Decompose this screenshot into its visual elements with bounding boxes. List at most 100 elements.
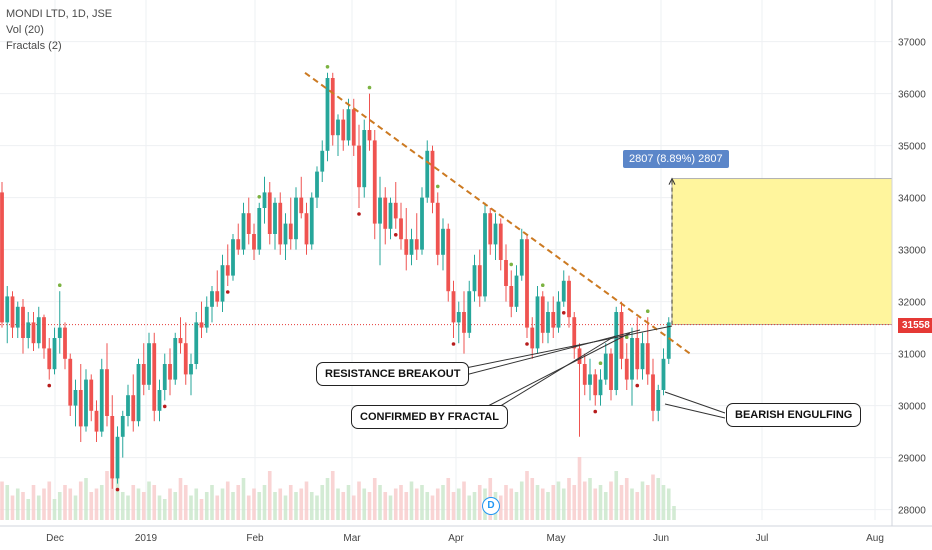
fractal-up-marker <box>57 283 62 288</box>
candle-body <box>483 213 487 297</box>
fractal-up-marker <box>598 361 603 366</box>
volume-bar <box>73 495 78 520</box>
candle-body <box>430 150 435 203</box>
y-tick-label: 32000 <box>898 298 926 309</box>
volume-bar <box>42 488 46 520</box>
candle-body <box>425 150 430 198</box>
volume-bar <box>126 495 130 520</box>
fractal-up-marker <box>509 262 514 267</box>
candle-body <box>540 296 545 333</box>
y-tick-label: 29000 <box>898 454 926 465</box>
candle-body <box>325 78 330 151</box>
dividend-event-badge[interactable]: D <box>482 497 500 515</box>
annotation-bearish-engulfing[interactable]: BEARISH ENGULFING <box>726 403 862 427</box>
candle-body <box>89 379 94 411</box>
symbol-title[interactable]: MONDI LTD, 1D, JSE <box>6 8 113 20</box>
annotation-resistance-breakout[interactable]: RESISTANCE BREAKOUT <box>316 362 470 386</box>
volume-indicator-label[interactable]: Vol (20) <box>6 24 44 36</box>
candle-body <box>451 291 456 323</box>
candle-body <box>572 317 577 349</box>
volume-bar <box>651 474 655 520</box>
candle-body <box>588 374 592 385</box>
volume-bar <box>309 492 314 520</box>
volume-bar <box>204 492 209 520</box>
candle-body <box>294 197 298 240</box>
candle-body <box>220 265 225 302</box>
candle-body <box>136 364 141 422</box>
x-tick-label: Feb <box>246 533 264 544</box>
volume-bar <box>593 488 598 520</box>
volume-bar <box>215 495 220 520</box>
candle-body <box>525 239 529 328</box>
candle-body <box>315 171 319 198</box>
y-tick-label: 28000 <box>898 506 926 517</box>
candle-body <box>126 395 130 416</box>
volume-bar <box>15 488 20 520</box>
candle-body <box>624 358 629 380</box>
candle-body <box>399 218 403 240</box>
candle-body <box>666 322 671 359</box>
volume-bar <box>393 488 398 520</box>
volume-bar <box>99 485 104 520</box>
volume-bar <box>283 495 288 520</box>
candle-body <box>26 322 31 338</box>
candle-body <box>73 390 78 406</box>
candle-body <box>215 291 220 302</box>
candle-body <box>556 301 561 328</box>
volume-bar <box>110 464 115 520</box>
candle-body <box>420 197 424 250</box>
candle-body <box>635 338 640 370</box>
candle-body <box>346 109 351 141</box>
candle-body <box>299 197 304 214</box>
candle-body <box>593 374 598 396</box>
volume-bar <box>325 478 330 520</box>
volume-bar <box>294 492 298 520</box>
y-tick-label: 36000 <box>898 90 926 101</box>
callout-line <box>664 403 726 419</box>
volume-bar <box>577 457 582 520</box>
volume-bar <box>561 488 566 520</box>
volume-bar <box>278 488 283 520</box>
candle-body <box>246 213 251 234</box>
volume-bar <box>341 492 346 520</box>
candle-body <box>630 338 634 380</box>
x-tick-label: Aug <box>866 533 884 544</box>
candle-body <box>141 364 146 385</box>
candle-body <box>225 265 230 276</box>
candle-body <box>393 202 398 219</box>
fractal-down-marker <box>47 383 52 388</box>
candle-body <box>519 239 524 276</box>
candle-body <box>241 213 246 250</box>
volume-bar <box>168 488 172 520</box>
volume-bar <box>540 488 545 520</box>
candle-body <box>546 312 550 333</box>
candle-body <box>10 296 15 328</box>
volume-bar <box>504 485 508 520</box>
volume-bar <box>246 495 251 520</box>
candle-body <box>603 353 608 380</box>
volume-bar <box>525 471 529 520</box>
candle-body <box>656 390 661 411</box>
candle-body <box>320 150 325 172</box>
candle-body <box>309 197 314 245</box>
candle-body <box>131 395 136 422</box>
volume-bar <box>666 488 671 520</box>
candle-body <box>498 223 503 260</box>
volume-bar <box>346 485 351 520</box>
volume-bar <box>414 488 419 520</box>
candle-body <box>99 369 104 432</box>
volume-bar <box>189 495 193 520</box>
fractal-down-marker <box>635 383 640 388</box>
candle-body <box>645 343 650 375</box>
fractals-indicator-label[interactable]: Fractals (2) <box>6 40 62 52</box>
candle-body <box>472 265 477 292</box>
volume-bar <box>178 478 183 520</box>
fractal-down-marker <box>593 409 598 414</box>
volume-bar <box>467 495 472 520</box>
volume-bar <box>304 481 309 520</box>
annotation-confirmed-by-fractal[interactable]: CONFIRMED BY FRACTAL <box>351 405 508 429</box>
resistance-trendline <box>304 71 691 355</box>
volume-bar <box>598 485 603 520</box>
